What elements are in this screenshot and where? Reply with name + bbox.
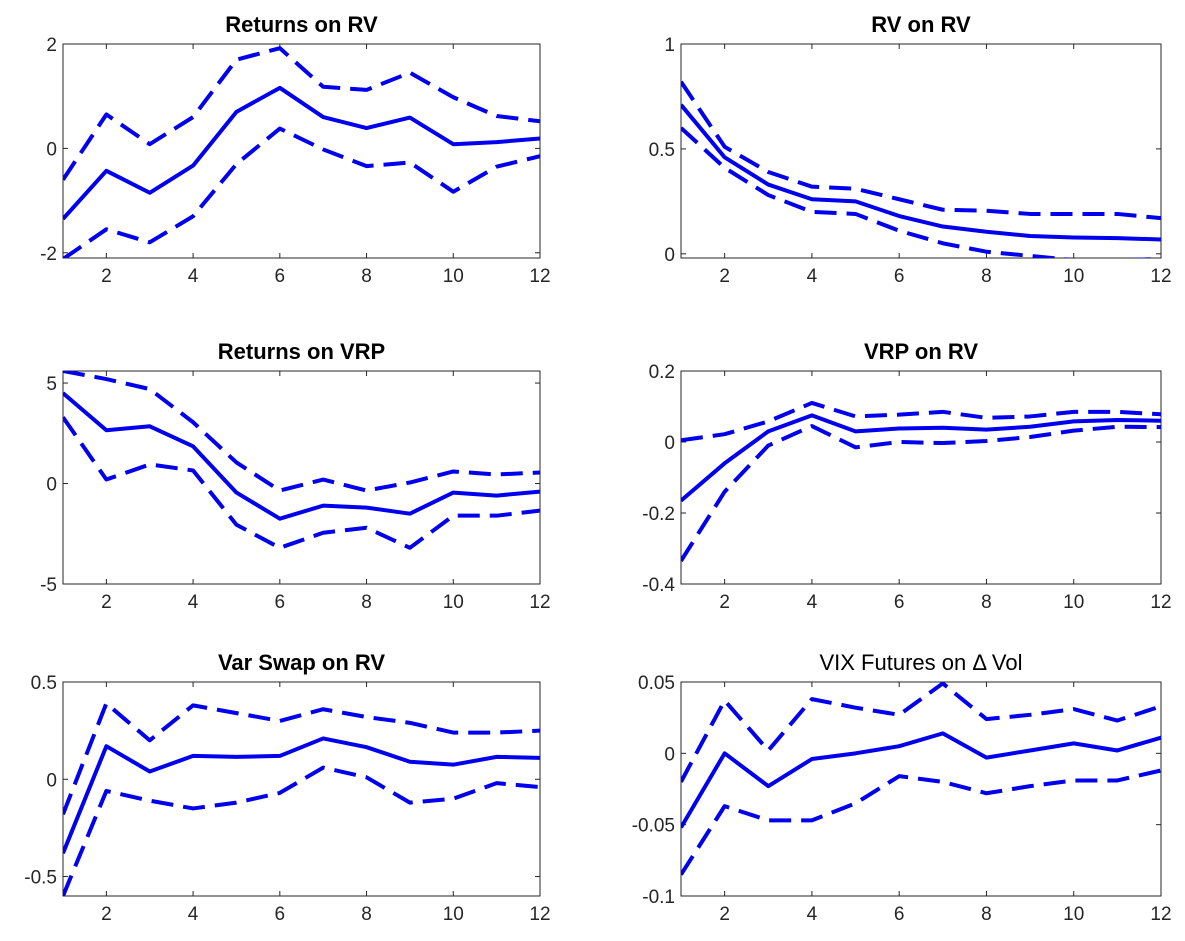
x-tick-label: 4 (188, 904, 199, 925)
x-tick-label: 2 (101, 266, 112, 287)
series-line-lower (681, 768, 1161, 876)
y-tick-label: 5 (46, 374, 57, 395)
y-tick-label: -5 (40, 575, 57, 596)
x-tick-label: 12 (1150, 592, 1171, 613)
chart-panel-1: 2 4 6 8 10 12 -2 0 2 Returns on RV (40, 12, 550, 287)
chart-panel-3: 2 4 6 8 10 12 -5 0 5 Returns on VRP (40, 339, 550, 613)
series-line-upper (681, 80, 1161, 221)
x-tick-label: 4 (188, 266, 199, 287)
series-line-lower (63, 126, 540, 258)
x-tick-label: 12 (529, 266, 550, 287)
x-tick-label: 6 (275, 592, 286, 613)
y-tick-label: 0 (46, 770, 57, 791)
y-tick-label: -0.2 (642, 504, 675, 525)
series-line-upper (63, 701, 540, 816)
x-tick-label: 8 (361, 904, 372, 925)
chart-title: Returns on RV (225, 12, 378, 37)
series-line-estimate (681, 103, 1161, 242)
x-tick-label: 10 (1063, 592, 1084, 613)
x-tick-label: 10 (1063, 266, 1084, 287)
x-tick-label: 10 (443, 904, 464, 925)
series-line-estimate (63, 85, 540, 221)
y-tick-label: -0.5 (24, 868, 57, 889)
x-tick-label: 8 (981, 904, 992, 925)
chart-title: VIX Futures on Δ Vol (819, 650, 1022, 675)
y-tick-label: 0 (46, 139, 57, 160)
y-tick-label: 0 (664, 433, 675, 454)
x-tick-label: 8 (981, 592, 992, 613)
series-line-upper (63, 46, 540, 181)
series-line-lower (63, 765, 540, 896)
series-line-upper (681, 400, 1161, 443)
axes-box (680, 370, 1162, 585)
y-tick-label: 0.05 (638, 673, 675, 694)
axes-box (680, 681, 1162, 897)
x-tick-label: 2 (719, 266, 730, 287)
y-tick-label: -2 (40, 244, 57, 265)
x-tick-label: 6 (894, 266, 905, 287)
chart-panel-4: 2 4 6 8 10 12 -0.4 -0.2 0 0.2 VRP on RV (642, 339, 1171, 613)
series-line-upper (63, 371, 540, 493)
x-tick-label: 4 (807, 904, 818, 925)
x-tick-label: 4 (807, 592, 818, 613)
chart-title: RV on RV (871, 12, 971, 37)
x-tick-label: 8 (361, 592, 372, 613)
series-line-estimate (681, 731, 1161, 829)
y-tick-label: -0.1 (642, 887, 675, 908)
chart-title: VRP on RV (864, 339, 978, 364)
y-tick-label: 0 (664, 744, 675, 765)
x-tick-label: 8 (361, 266, 372, 287)
series-line-estimate (63, 736, 540, 854)
x-tick-label: 6 (275, 266, 286, 287)
y-tick-label: 2 (46, 35, 57, 56)
x-tick-label: 10 (443, 592, 464, 613)
series-line-estimate (63, 391, 540, 521)
series-line-upper (681, 682, 1161, 783)
chart-title: Var Swap on RV (218, 650, 385, 675)
x-tick-label: 4 (807, 266, 818, 287)
x-tick-label: 10 (1063, 904, 1084, 925)
y-tick-label: -0.05 (632, 816, 675, 837)
axes-box (62, 370, 541, 585)
x-tick-label: 6 (894, 904, 905, 925)
x-tick-label: 4 (188, 592, 199, 613)
y-tick-label: 0 (664, 245, 675, 266)
chart-panel-6: 2 4 6 8 10 12 -0.1 -0.05 0 0.05 VIX Futures on Δ V… (632, 650, 1172, 925)
series-line-lower (681, 126, 1161, 258)
x-tick-label: 8 (981, 266, 992, 287)
series-line-lower (681, 424, 1161, 562)
y-tick-label: 0.5 (31, 673, 57, 694)
axes-box (62, 43, 541, 259)
x-tick-label: 2 (101, 904, 112, 925)
y-tick-label: 0.5 (649, 140, 675, 161)
x-tick-label: 2 (101, 592, 112, 613)
y-tick-label: 0 (46, 475, 57, 496)
chart-title: Returns on VRP (218, 339, 385, 364)
y-tick-label: 0.2 (649, 362, 675, 383)
x-tick-label: 2 (719, 592, 730, 613)
y-tick-label: -0.4 (642, 575, 675, 596)
x-tick-label: 12 (1150, 904, 1171, 925)
chart-panel-5: 2 4 6 8 10 12 -0.5 0 0.5 Var Swap on RV (24, 650, 550, 925)
x-tick-label: 10 (443, 266, 464, 287)
series-line-lower (63, 416, 540, 550)
axes-box (62, 681, 541, 897)
x-tick-label: 6 (275, 904, 286, 925)
chart-panel-2: 2 4 6 8 10 12 0 0.5 1 RV on RV (649, 12, 1172, 287)
x-tick-label: 12 (529, 592, 550, 613)
axes-box (680, 43, 1162, 259)
x-tick-label: 12 (529, 904, 550, 925)
series-line-estimate (681, 413, 1161, 503)
x-tick-label: 2 (719, 904, 730, 925)
x-tick-label: 12 (1150, 266, 1171, 287)
x-tick-label: 6 (894, 592, 905, 613)
y-tick-label: 1 (664, 35, 675, 56)
